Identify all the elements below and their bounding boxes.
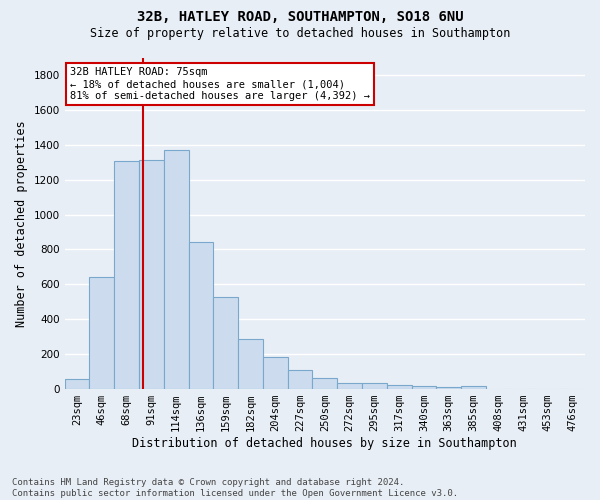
Bar (188, 242, 214, 389)
Bar (461, 386, 486, 389)
Text: Contains HM Land Registry data © Crown copyright and database right 2024.
Contai: Contains HM Land Registry data © Crown c… (12, 478, 458, 498)
Bar (337, 382, 362, 389)
Y-axis label: Number of detached properties: Number of detached properties (15, 120, 28, 326)
Bar (114, 162, 139, 389)
Text: Size of property relative to detached houses in Southampton: Size of property relative to detached ho… (90, 28, 510, 40)
Bar (139, 160, 164, 389)
Bar (362, 382, 387, 389)
Bar (412, 386, 436, 389)
Bar (313, 378, 337, 389)
Bar (287, 370, 313, 389)
Bar (214, 296, 238, 389)
Bar (387, 385, 412, 389)
Bar (263, 357, 287, 389)
Bar (65, 380, 89, 389)
Text: 32B HATLEY ROAD: 75sqm
← 18% of detached houses are smaller (1,004)
81% of semi-: 32B HATLEY ROAD: 75sqm ← 18% of detached… (70, 68, 370, 100)
Bar (238, 340, 263, 389)
Bar (164, 150, 188, 389)
X-axis label: Distribution of detached houses by size in Southampton: Distribution of detached houses by size … (133, 437, 517, 450)
Bar (436, 387, 461, 389)
Text: 32B, HATLEY ROAD, SOUTHAMPTON, SO18 6NU: 32B, HATLEY ROAD, SOUTHAMPTON, SO18 6NU (137, 10, 463, 24)
Bar (89, 278, 114, 389)
